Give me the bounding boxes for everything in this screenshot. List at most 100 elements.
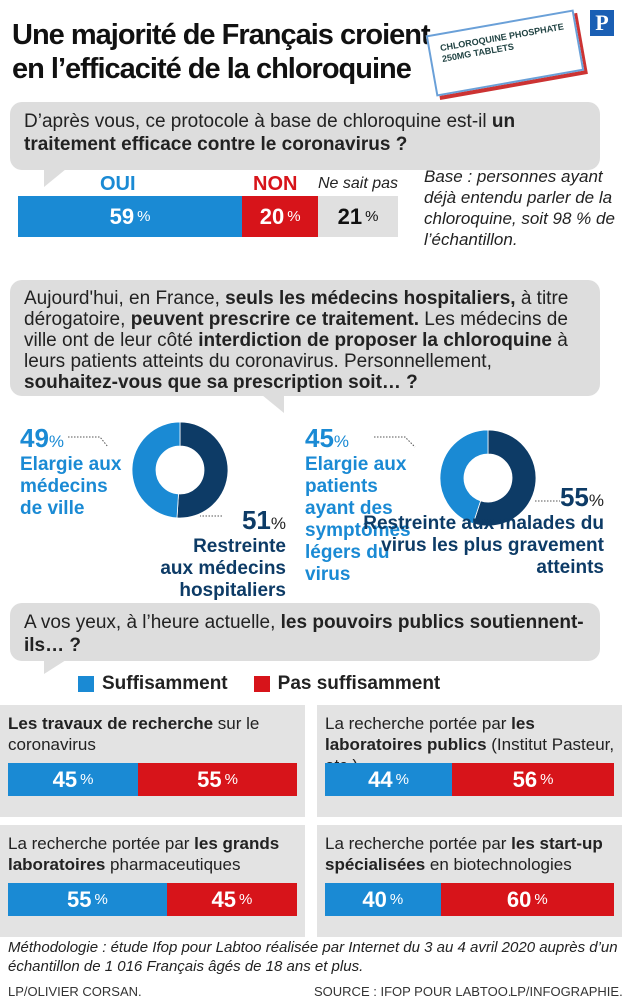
value-non: 20 xyxy=(259,203,285,229)
question-1-bubble: D’après vous, ce protocole à base de chl… xyxy=(10,102,600,170)
q3-text: A vos yeux, à l’heure actuelle, xyxy=(24,612,281,633)
panel-1: Les travaux de recherche sur le coronavi… xyxy=(0,705,305,817)
value-ne-sait-pas: 21 xyxy=(337,203,363,229)
q3-bold: les pouvoirs publics soutiennent-ils… ? xyxy=(24,612,584,656)
panel-title-bold: les grands laboratoires xyxy=(8,834,280,874)
legend-suffisamment: Suffisamment xyxy=(102,673,228,694)
donut1-a: 49% Elargie aux médecins de ville xyxy=(20,423,130,520)
donut1-a-value: 49 xyxy=(20,423,49,453)
donut2-a-value: 45 xyxy=(305,423,334,453)
q2-text: à leurs patients atteints du coronavirus… xyxy=(24,330,568,372)
q2-text: Aujourd'hui, en France, xyxy=(24,288,226,309)
value-pas-suffisamment: 60 xyxy=(506,886,532,912)
bar-pas-suffisamment: 60% xyxy=(440,883,614,916)
legend-swatch-blue xyxy=(78,676,94,692)
q1-stacked-bar: 59% 20% 21% xyxy=(18,196,398,237)
methodology: Méthodologie : étude Ifop pour Labtoo ré… xyxy=(8,939,618,975)
donut1-a-label: Elargie aux médecins de ville xyxy=(20,454,122,519)
page-title: Une majorité de Français croient en l’ef… xyxy=(12,18,431,86)
q2-text: Les médecins de ville ont de leur côté xyxy=(24,309,568,351)
unit: % xyxy=(137,208,151,225)
bar-suffisamment: 40% xyxy=(325,883,441,916)
panel-bar: 44% 56% xyxy=(325,763,614,796)
question-bold: un traitement efficace contre le coronav… xyxy=(24,111,516,155)
bubble-tail xyxy=(44,169,66,187)
panel-title-text: La recherche portée par xyxy=(325,714,512,733)
q2-bold: peuvent prescrire ce traitement. xyxy=(130,309,419,330)
donut2-b: 55% xyxy=(559,482,604,512)
bar-oui: 59% xyxy=(18,196,243,237)
question-text: D’après vous, ce protocole à base de chl… xyxy=(24,111,492,132)
donut1-b-label: Restreinte aux médecins hospitaliers xyxy=(160,536,286,601)
donut-slice-elargie xyxy=(439,429,489,525)
donut-charts xyxy=(68,421,560,527)
legend-swatch-red xyxy=(253,676,270,692)
q2-bold: souhaitez-vous que sa prescription soit…… xyxy=(24,372,418,393)
donut-slice-restreinte xyxy=(472,429,537,527)
value-suffisamment: 40 xyxy=(362,886,387,912)
photo-credit: LP/OLIVIER CORSAN. xyxy=(8,984,142,999)
value-suffisamment: 55 xyxy=(67,886,92,912)
panel-title: Les travaux de recherche sur le coronavi… xyxy=(8,713,305,755)
q2-text: à titre dérogatoire, xyxy=(24,288,569,330)
donut2-b-label: Restreinte aux malades du virus les plus… xyxy=(363,513,604,578)
donut-slice-elargie xyxy=(131,421,181,519)
donut-slice-restreinte xyxy=(176,421,229,519)
infographie-credit: LP/INFOGRAPHIE. xyxy=(510,984,622,999)
panel-title-bold: les start-up spécialisées xyxy=(325,834,603,874)
panel-title: La recherche portée par les grands labor… xyxy=(8,833,305,875)
pillbox-label: CHLOROQUINE PHOSPHATE 250MG TABLETS xyxy=(439,21,565,64)
panel-2: La recherche portée par les laboratoires… xyxy=(317,705,622,817)
panel-3: La recherche portée par les grands labor… xyxy=(0,825,305,937)
panel-bar: 40% 60% xyxy=(325,883,614,916)
label-oui: OUI xyxy=(100,173,136,195)
unit: % xyxy=(365,208,379,225)
donut1-b: 51% Restreinte aux médecins hospitaliers xyxy=(160,505,286,601)
bar-pas-suffisamment: 55% xyxy=(138,763,297,796)
bubble-tail xyxy=(44,660,66,674)
panel-title-bold: Les travaux de recherche xyxy=(8,714,214,733)
donut2-b-value: 55 xyxy=(559,482,589,512)
bubble-tail xyxy=(262,395,284,413)
panel-title-text: sur le coronavirus xyxy=(8,714,260,754)
bar-suffisamment: 44% xyxy=(325,763,453,796)
base-note: Base : personnes ayant déjà entendu parl… xyxy=(424,167,615,249)
panel-title: La recherche portée par les start-up spé… xyxy=(325,833,622,875)
panel-title: La recherche portée par les laboratoires… xyxy=(325,713,622,776)
panel-title-text: La recherche portée par xyxy=(325,834,512,853)
panel-title-text: pharmaceutiques xyxy=(105,855,241,874)
leader-line xyxy=(374,436,416,448)
bar-pas-suffisamment: 56% xyxy=(452,763,614,796)
title-line: en l’efficacité de la chloroquine xyxy=(12,53,412,85)
value-suffisamment: 44 xyxy=(368,766,393,792)
label-ne-sait-pas: Ne sait pas xyxy=(318,175,399,192)
panel-title-text: La recherche portée par xyxy=(8,834,195,853)
le-parisien-logo: P xyxy=(590,10,614,36)
chloroquine-box-image: CHLOROQUINE PHOSPHATE 250MG TABLETS xyxy=(425,9,585,97)
value-pas-suffisamment: 55 xyxy=(197,766,222,792)
bar-ne-sait-pas: 21% xyxy=(318,196,398,237)
donut1-b-value: 51 xyxy=(241,505,271,535)
value-suffisamment: 45 xyxy=(52,766,78,792)
donut2-a: 45% Elargie aux patients ayant des sympt… xyxy=(305,423,415,586)
panel-4: La recherche portée par les start-up spé… xyxy=(317,825,622,937)
legend: Suffisamment Pas suffisamment xyxy=(78,673,440,695)
bar-suffisamment: 55% xyxy=(8,883,167,916)
q2-bold: interdiction de proposer la chloroquine xyxy=(198,330,552,351)
value-oui: 59 xyxy=(109,203,135,229)
question-3-bubble: A vos yeux, à l’heure actuelle, les pouv… xyxy=(10,603,600,661)
panel-bar: 45% 55% xyxy=(8,763,297,796)
bar-pas-suffisamment: 45% xyxy=(166,883,297,916)
label-non: NON xyxy=(253,173,298,195)
legend-pas-suffisamment: Pas suffisamment xyxy=(277,673,441,694)
panel-title-bold: les laboratoires publics xyxy=(325,714,535,754)
bar-non: 20% xyxy=(242,196,319,237)
unit: % xyxy=(287,208,301,225)
source: SOURCE : IFOP POUR LABTOO. xyxy=(314,984,512,999)
donut2-a-label: Elargie aux patients ayant des symptômes… xyxy=(305,454,411,585)
bar-suffisamment: 45% xyxy=(8,763,139,796)
value-pas-suffisamment: 56 xyxy=(512,766,538,792)
question-2-bubble: Aujourd'hui, en France, seuls les médeci… xyxy=(10,280,600,396)
q2-bold: seuls les médecins hospitaliers, xyxy=(225,288,516,309)
panel-bar: 55% 45% xyxy=(8,883,297,916)
